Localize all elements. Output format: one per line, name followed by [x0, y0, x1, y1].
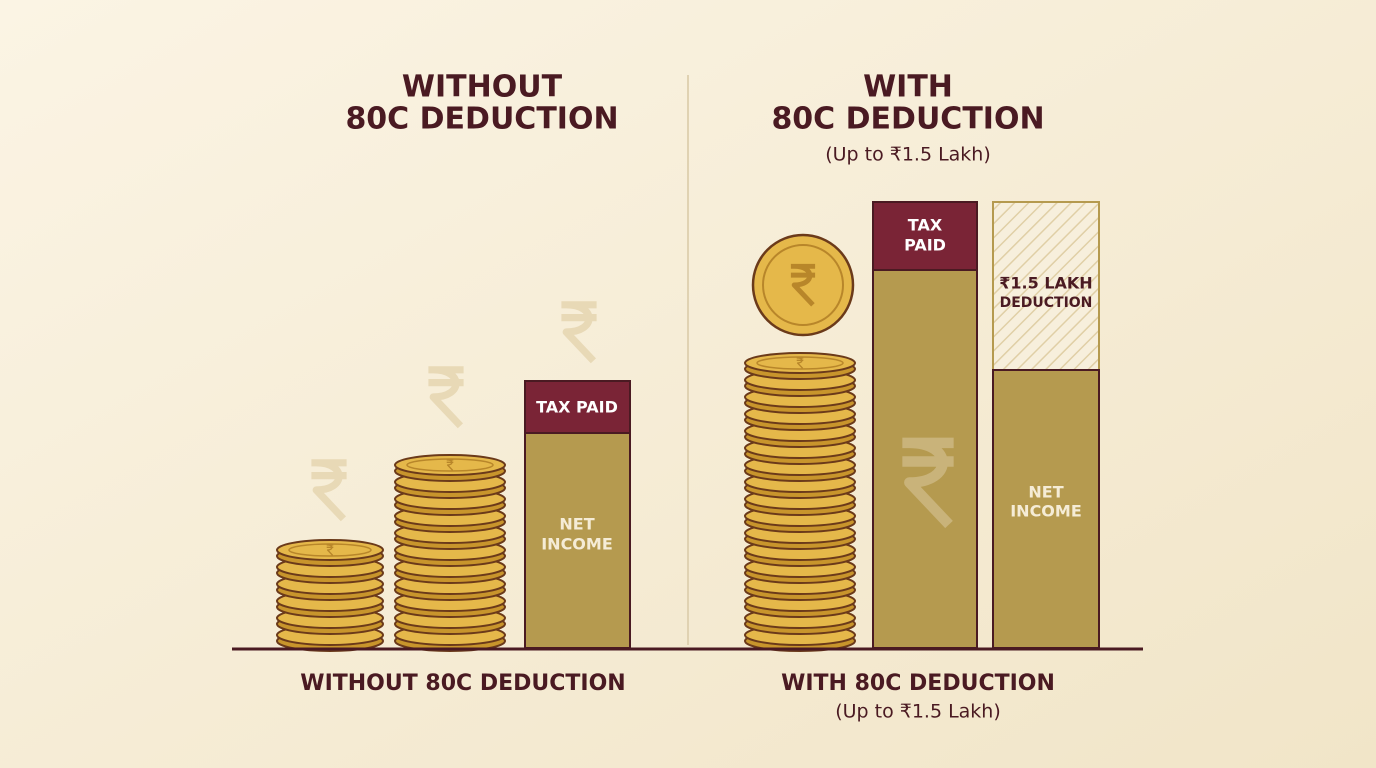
caption: WITH 80C DEDUCTION: [781, 671, 1055, 696]
title: WITH: [863, 70, 953, 105]
title: WITHOUT: [402, 70, 563, 105]
income-bar: [524, 432, 631, 649]
tax-bar: [872, 201, 978, 271]
bar-label: PAID: [904, 236, 946, 255]
bar-label: INCOME: [1010, 502, 1082, 521]
coin-inner: [288, 543, 372, 557]
bar-label: DEDUCTION: [1000, 295, 1093, 311]
bar-label: ₹1.5 LAKH: [999, 274, 1092, 293]
bar-label: TAX PAID: [536, 398, 618, 417]
subtitle: (Up to ₹1.5 Lakh): [825, 144, 991, 166]
coin-inner: [406, 458, 494, 472]
bar-label: NET: [1028, 483, 1063, 502]
deduction-bar: [992, 201, 1100, 371]
caption: WITHOUT 80C DEDUCTION: [300, 671, 625, 696]
bar-label: NET: [559, 515, 594, 534]
title: 80C DEDUCTION: [771, 102, 1044, 137]
big-coin-rim: [762, 244, 844, 326]
bar-label: TAX: [908, 216, 943, 235]
title: 80C DEDUCTION: [345, 102, 618, 137]
bar-label: INCOME: [541, 535, 613, 554]
coin-inner: [756, 356, 844, 370]
coin-stacks: [276, 233, 856, 652]
caption-sub: (Up to ₹1.5 Lakh): [835, 701, 1001, 723]
